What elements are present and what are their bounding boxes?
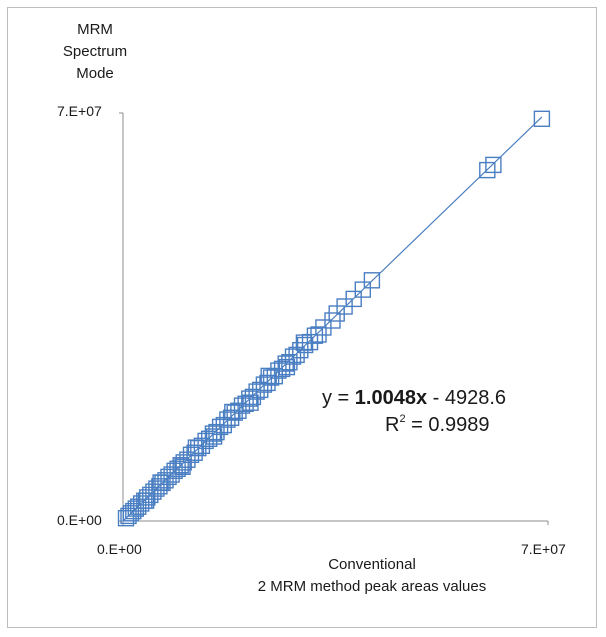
chart-frame xyxy=(7,7,597,628)
data-point-53 xyxy=(296,336,314,354)
data-point-65 xyxy=(137,492,155,509)
r-squared-base: R xyxy=(385,414,400,436)
data-point-11 xyxy=(148,480,165,497)
equation-prefix: y = xyxy=(322,387,355,409)
data-point-59 xyxy=(345,290,362,308)
x-tick-label-max: 7.E+07 xyxy=(521,541,566,557)
data-point-68 xyxy=(187,439,205,456)
y-tick-label-min: 0.E+00 xyxy=(57,512,102,528)
data-point-19 xyxy=(172,457,189,474)
equation-slope: 1.0048x xyxy=(354,387,428,409)
r-squared-label: R2 = 0.9989 xyxy=(385,413,490,437)
trendline-equation: y = 1.0048x - 4928.6 xyxy=(322,387,506,410)
x-tick-label-min: 0.E+00 xyxy=(97,541,142,557)
data-point-6 xyxy=(132,495,150,512)
data-point-75 xyxy=(310,326,327,343)
r-squared-sup: 2 xyxy=(399,413,406,425)
x-axis-label-line-1: Conventional xyxy=(328,556,416,573)
trend-line xyxy=(122,116,543,522)
data-point-63 xyxy=(485,156,502,174)
data-point-60 xyxy=(354,281,371,298)
y-axis-label-line-1: MRM xyxy=(77,21,113,38)
data-point-18 xyxy=(169,460,186,477)
data-point-67 xyxy=(174,458,191,475)
data-point-12 xyxy=(151,478,168,495)
data-point-9 xyxy=(142,486,159,504)
data-point-71 xyxy=(242,394,259,411)
y-axis-label-line-3: Mode xyxy=(76,65,114,82)
data-point-61 xyxy=(363,272,381,289)
data-point-64 xyxy=(533,110,551,128)
data-point-66 xyxy=(152,474,169,491)
data-point-73 xyxy=(278,358,296,376)
data-point-8 xyxy=(139,489,156,506)
data-point-76 xyxy=(328,305,345,322)
data-point-14 xyxy=(157,472,174,489)
data-point-70 xyxy=(224,403,241,421)
data-point-72 xyxy=(260,367,277,385)
data-point-62 xyxy=(479,161,496,179)
y-tick-label-max: 7.E+07 xyxy=(57,103,102,119)
data-points xyxy=(117,110,551,527)
y-axis-label-line-2: Spectrum xyxy=(62,43,128,60)
data-point-69 xyxy=(205,428,223,445)
x-axis-label-line-2: 2 MRM method peak areas values xyxy=(257,578,487,595)
r-squared-value: = 0.9989 xyxy=(405,414,490,436)
equation-suffix: - 4928.6 xyxy=(427,387,507,409)
